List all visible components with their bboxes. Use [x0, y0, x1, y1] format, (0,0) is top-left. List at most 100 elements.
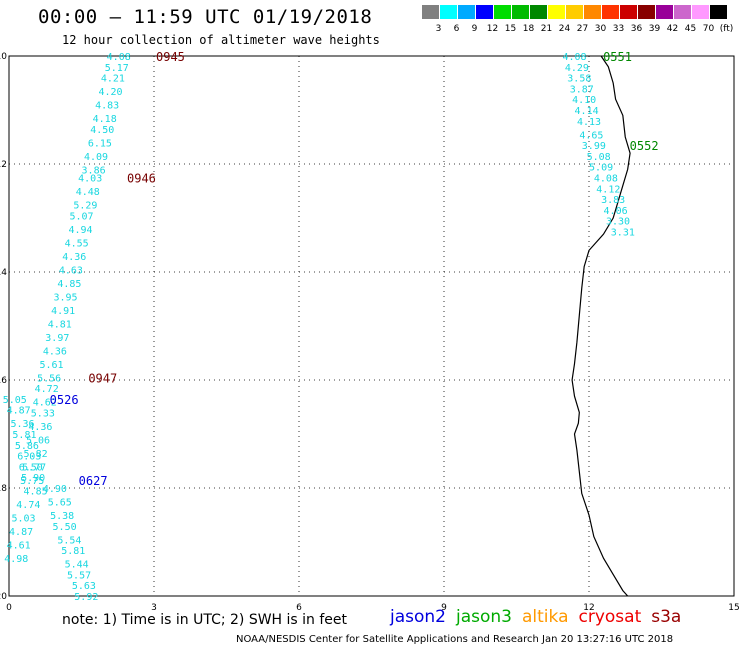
satellite-legend: jason2 jason3 altika cryosat s3a: [390, 607, 691, 627]
y-tick-label: -20: [0, 592, 7, 602]
scale-label: 3: [435, 24, 442, 34]
scale-swatch: [512, 5, 529, 19]
scale-label: 21: [540, 24, 553, 34]
wave-height-label: 6.50: [19, 462, 43, 473]
scale-label: 27: [576, 24, 589, 34]
scale-label: 33: [612, 24, 625, 34]
scale-swatch: [422, 5, 439, 19]
footer-credit: NOAA/NESDIS Center for Satellite Applica…: [236, 634, 674, 645]
wave-height-label: 3.83: [601, 195, 625, 206]
wave-height-label: 4.03: [78, 174, 102, 185]
pass-time-label: 0526: [50, 393, 79, 407]
y-tick-label: -10: [0, 52, 7, 62]
wave-height-label: 4.62: [33, 398, 57, 409]
wave-height-label: 4.72: [35, 384, 59, 395]
wave-height-label: 4.06: [604, 206, 628, 217]
wave-height-label: 4.85: [24, 487, 48, 498]
satellite-legend-item: jason3: [456, 607, 512, 627]
wave-height-label: 5.08: [587, 152, 611, 163]
wave-height-label: 5.56: [37, 373, 61, 384]
wave-height-label: 5.29: [73, 201, 97, 212]
wave-height-label: 4.83: [95, 101, 119, 112]
wave-height-label: 4.08: [562, 52, 586, 63]
wave-height-label: 5.86: [15, 441, 39, 452]
wave-height-label: 4.98: [4, 554, 28, 565]
scale-swatch: [692, 5, 709, 19]
wave-height-label: 5.65: [48, 498, 72, 509]
wave-height-label: 4.36: [28, 422, 52, 433]
wave-height-label: 6.03: [17, 452, 41, 463]
scale-swatch: [674, 5, 691, 19]
pass-time-label: 0946: [127, 172, 156, 186]
scale-label: 12: [486, 24, 499, 34]
scale-swatch: [710, 5, 727, 19]
wave-height-label: 4.10: [572, 95, 596, 106]
scale-swatch: [548, 5, 565, 19]
wave-height-label: 5.57: [67, 570, 91, 581]
satellite-legend-item: altika: [522, 607, 569, 627]
wave-height-label: 5.38: [50, 511, 74, 522]
scale-swatch: [458, 5, 475, 19]
scale-swatch: [476, 5, 493, 19]
wave-height-label: 4.94: [68, 225, 92, 236]
wave-height-label: 4.08: [107, 52, 131, 63]
scale-swatch: [584, 5, 601, 19]
wave-height-label: 4.36: [43, 346, 67, 357]
wave-height-label: 5.07: [69, 211, 93, 222]
wave-height-label: 4.91: [51, 306, 75, 317]
wave-height-label: 3.99: [582, 141, 606, 152]
footer-note: note: 1) Time is in UTC; 2) SWH is in fe…: [62, 612, 348, 628]
satellite-legend-item: s3a: [651, 607, 682, 627]
wave-height-label: 5.82: [24, 449, 48, 460]
scale-label: 6: [453, 24, 460, 34]
wave-height-label: 5.03: [11, 514, 35, 525]
x-tick-label: 12: [583, 603, 594, 613]
wave-height-label: 4.21: [101, 74, 125, 85]
wave-height-label: 4.29: [565, 63, 589, 74]
wave-height-label: 5.81: [12, 430, 36, 441]
wave-height-label: 3.97: [45, 333, 69, 344]
wave-height-label: 5.50: [53, 522, 77, 533]
wave-height-label: 4.61: [7, 541, 31, 552]
pass-time-label: 0627: [79, 474, 108, 488]
wave-height-label: 5.09: [589, 163, 613, 174]
y-tick-label: -14: [0, 268, 7, 278]
wave-height-label: 4.09: [84, 152, 108, 163]
wave-height-label: 3.95: [54, 292, 78, 303]
wave-height-label: 4.36: [62, 252, 86, 263]
wave-height-label: 4.90: [43, 484, 67, 495]
wave-height-label: 4.12: [596, 184, 620, 195]
wave-height-label: 5.75: [20, 476, 44, 487]
wave-height-label: 4.63: [59, 265, 83, 276]
scale-swatch: [494, 5, 511, 19]
wave-height-label: 5.63: [72, 581, 96, 592]
wave-height-label: 4.50: [90, 125, 114, 136]
y-tick-label: -12: [0, 160, 7, 170]
wave-height-label: 5.06: [26, 435, 50, 446]
pass-time-label: 0945: [156, 50, 185, 64]
y-tick-label: -18: [0, 484, 7, 494]
scale-label: (ft): [719, 24, 734, 34]
wave-height-label: 3.31: [611, 228, 635, 239]
wave-height-label: 5.33: [31, 408, 55, 419]
chart-title: 00:00 – 11:59 UTC 01/19/2018: [38, 6, 373, 28]
scale-label: 39: [648, 24, 661, 34]
pass-time-label: 0551: [603, 50, 632, 64]
wave-height-label: 4.08: [594, 174, 618, 185]
wave-height-label: 4.87: [7, 406, 31, 417]
x-tick-label: 3: [151, 603, 157, 613]
scale-label: 9: [471, 24, 478, 34]
pass-time-label: 0947: [88, 371, 117, 385]
wave-height-label: 4.18: [93, 114, 117, 125]
wave-height-label: 5.61: [39, 360, 63, 371]
wave-height-label: 4.65: [579, 130, 603, 141]
wave-height-label: 3.86: [82, 165, 106, 176]
scale-swatch: [656, 5, 673, 19]
x-tick-label: 0: [6, 603, 12, 613]
scale-label: 45: [684, 24, 697, 34]
wave-height-label: 3.58: [567, 74, 591, 85]
scale-swatch: [638, 5, 655, 19]
scale-label: 70: [702, 24, 715, 34]
scale-swatch: [530, 5, 547, 19]
